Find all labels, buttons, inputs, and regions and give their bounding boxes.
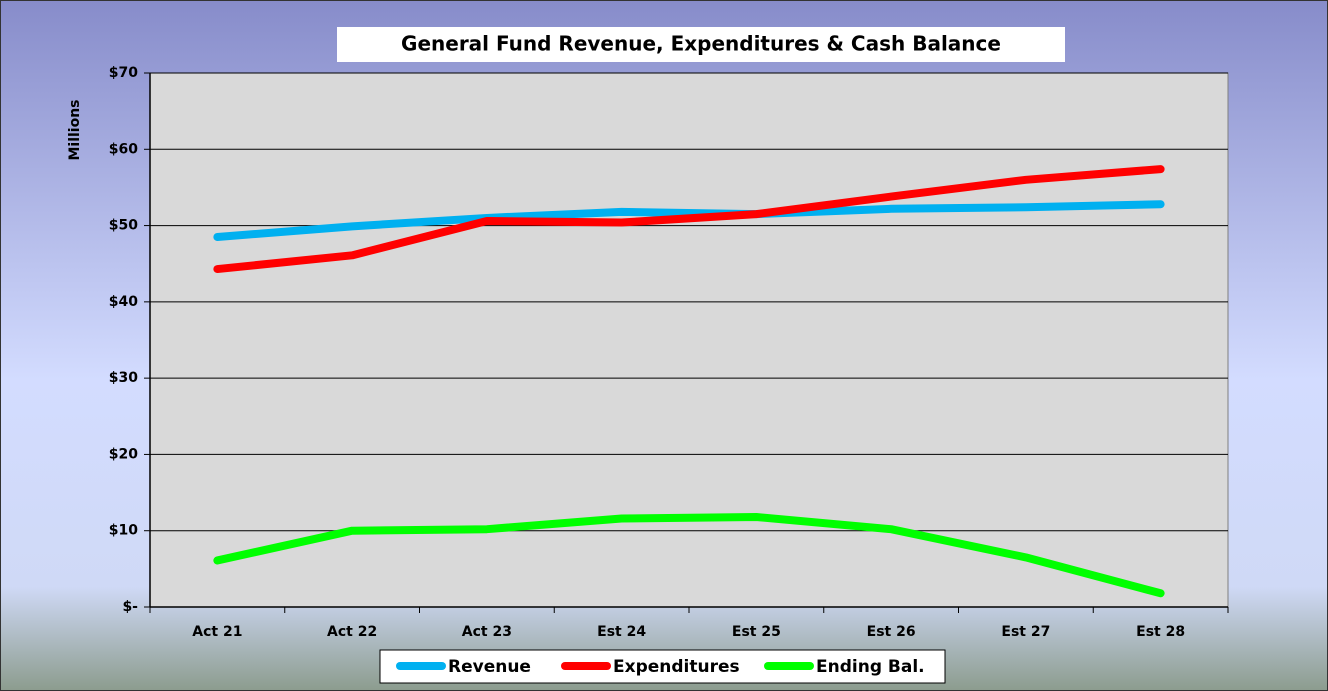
y-tick-label: $20 [109,446,138,462]
title-box [337,27,1065,62]
y-tick-label: $60 [109,141,138,157]
x-tick-label: Est 24 [597,624,646,640]
legend-label: Expenditures [613,657,740,677]
series-line [213,512,1165,598]
x-tick-label: Est 25 [732,624,781,640]
x-tick-label: Est 27 [1001,624,1050,640]
series-line [213,200,1165,242]
series-line [213,165,1165,274]
y-tick-label: $50 [109,218,138,234]
legend-label: Ending Bal. [816,657,925,677]
y-tick-label: $10 [109,523,138,539]
y-tick-label: $70 [109,65,138,81]
x-tick-label: Est 28 [1136,624,1185,640]
x-tick-label: Act 22 [327,624,377,640]
chart-title: General Fund Revenue, Expenditures & Cas… [401,32,1001,56]
x-tick-label: Est 26 [867,624,916,640]
x-tick-label: Act 21 [192,624,242,640]
y-tick-label: $- [122,599,138,615]
legend-label: Revenue [448,657,531,677]
y-tick-label: $30 [109,370,138,386]
plot-area [149,72,1229,608]
y-axis-label: Millions [67,99,83,160]
legend-box [379,649,946,684]
x-tick-label: Act 23 [462,624,512,640]
y-tick-label: $40 [109,294,138,310]
